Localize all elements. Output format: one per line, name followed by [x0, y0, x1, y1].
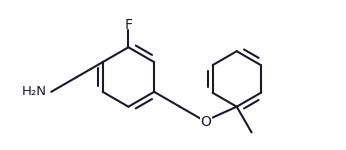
Text: H₂N: H₂N — [22, 85, 47, 98]
Text: F: F — [125, 18, 133, 32]
Text: O: O — [200, 115, 211, 129]
